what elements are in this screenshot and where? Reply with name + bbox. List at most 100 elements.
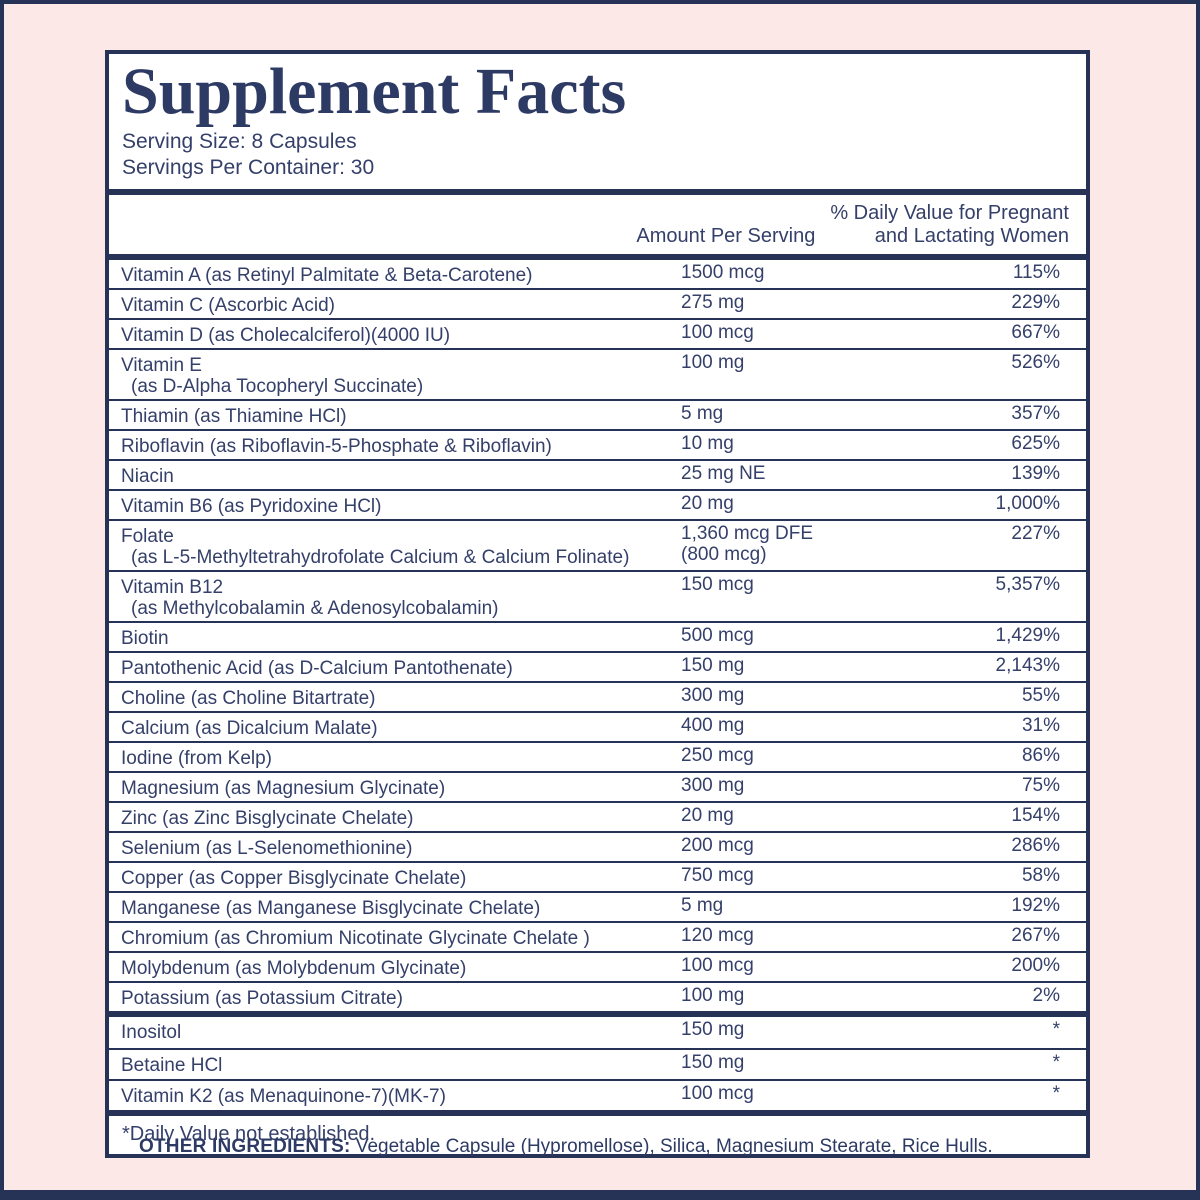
no-dv-rows: Inositol 150 mg * Betaine HCl 150 mg * Vitamin…: [109, 1011, 1086, 1110]
nutrient-rows: Vitamin A (as Retinyl Palmitate & Beta-C…: [109, 254, 1086, 1011]
table-row: Vitamin E (as D-Alpha Tocopheryl Succinat…: [109, 348, 1086, 399]
amount-value: 750 mcg: [681, 865, 754, 887]
table-row: Choline (as Choline Bitartrate) 300 mg 55%: [109, 681, 1086, 711]
amount-value: 250 mcg: [681, 745, 754, 767]
daily-value: 667%: [1011, 322, 1060, 344]
table-row: Inositol 150 mg *: [109, 1017, 1086, 1048]
amount-value: 300 mg: [681, 775, 745, 797]
daily-value: 1,429%: [995, 625, 1060, 647]
servings-per-container: Servings Per Container: 30: [122, 156, 375, 180]
amount-value: 1,360 mcg DFE (800 mcg): [681, 523, 813, 566]
amount-value: 400 mg: [681, 715, 745, 737]
dv-column-header-line2: and Lactating Women: [874, 225, 1069, 248]
daily-value: 192%: [1011, 895, 1060, 917]
amount-value: 150 mcg: [681, 574, 754, 596]
daily-value: 55%: [1021, 685, 1060, 707]
other-ingredients: OTHER INGREDIENTS: Vegetable Capsule (Hy…: [139, 1135, 1149, 1159]
table-row: Vitamin B12 (as Methylcobalamin & Adenosy…: [109, 570, 1086, 621]
nutrient-name: Calcium (as Dicalcium Malate): [121, 718, 378, 740]
amount-value: 100 mcg: [681, 955, 754, 977]
table-row: Potassium (as Potassium Citrate) 100 mg 2%: [109, 981, 1086, 1011]
supplement-facts-panel: Supplement Facts Serving Size: 8 Capsule…: [105, 50, 1090, 1159]
amount-value: 25 mg NE: [681, 463, 766, 485]
table-row: Thiamin (as Thiamine HCl) 5 mg 357%: [109, 399, 1086, 429]
nutrient-name: Vitamin B6 (as Pyridoxine HCl): [121, 496, 382, 518]
table-row: Folate (as L-5-Methyltetrahydrofolate Cal…: [109, 519, 1086, 570]
table-row: Vitamin A (as Retinyl Palmitate & Beta-C…: [109, 260, 1086, 288]
nutrient-name: Potassium (as Potassium Citrate): [121, 988, 403, 1010]
daily-value: 357%: [1011, 403, 1060, 425]
amount-value: 100 mcg: [681, 322, 754, 344]
nutrient-name: Vitamin K2 (as Menaquinone-7)(MK-7): [121, 1086, 446, 1108]
table-row: Vitamin K2 (as Menaquinone-7)(MK-7) 100 m…: [109, 1079, 1086, 1110]
daily-value: 75%: [1021, 775, 1060, 797]
table-row: Niacin 25 mg NE 139%: [109, 459, 1086, 489]
nutrient-name: Copper (as Copper Bisglycinate Chelate): [121, 868, 467, 890]
nutrient-name: Chromium (as Chromium Nicotinate Glycina…: [121, 928, 590, 950]
panel-title: Supplement Facts: [122, 55, 627, 128]
nutrient-name: Vitamin B12 (as Methylcobalamin & Adenosy…: [121, 577, 499, 620]
table-row: Vitamin D (as Cholecalciferol)(4000 IU) 1…: [109, 318, 1086, 348]
amount-value: 20 mg: [681, 493, 734, 515]
amount-value: 275 mg: [681, 292, 745, 314]
table-row: Manganese (as Manganese Bisglycinate Che…: [109, 891, 1086, 921]
amount-value: 150 mg: [681, 1052, 745, 1074]
daily-value: 286%: [1011, 835, 1060, 857]
nutrient-name: Magnesium (as Magnesium Glycinate): [121, 778, 446, 800]
title-section: Supplement Facts Serving Size: 8 Capsule…: [109, 54, 1086, 189]
table-row: Riboflavin (as Riboflavin-5-Phosphate & …: [109, 429, 1086, 459]
table-row: Vitamin C (Ascorbic Acid) 275 mg 229%: [109, 288, 1086, 318]
amount-column-header: Amount Per Serving: [636, 225, 816, 248]
nutrient-name: Riboflavin (as Riboflavin-5-Phosphate & …: [121, 436, 552, 458]
table-row: Copper (as Copper Bisglycinate Chelate) 7…: [109, 861, 1086, 891]
amount-value: 150 mg: [681, 1019, 745, 1041]
daily-value: 200%: [1011, 955, 1060, 977]
table-row: Selenium (as L-Selenomethionine) 200 mcg 2…: [109, 831, 1086, 861]
amount-value: 1500 mcg: [681, 262, 765, 284]
dv-column-header-line1: % Daily Value for Pregnant: [830, 202, 1069, 225]
daily-value: 139%: [1011, 463, 1060, 485]
daily-value: 31%: [1021, 715, 1060, 737]
daily-value: 625%: [1011, 433, 1060, 455]
nutrient-name: Inositol: [121, 1022, 182, 1044]
nutrient-name: Niacin: [121, 466, 174, 488]
nutrient-name: Folate (as L-5-Methyltetrahydrofolate Cal…: [121, 526, 630, 569]
table-row: Zinc (as Zinc Bisglycinate Chelate) 20 mg…: [109, 801, 1086, 831]
nutrient-name: Selenium (as L-Selenomethionine): [121, 838, 413, 860]
daily-value: 115%: [1012, 262, 1060, 284]
amount-value: 120 mcg: [681, 925, 754, 947]
daily-value: 2%: [1032, 985, 1060, 1007]
daily-value: *: [1052, 1052, 1060, 1074]
daily-value: 526%: [1011, 352, 1060, 374]
table-row: Magnesium (as Magnesium Glycinate) 300 mg…: [109, 771, 1086, 801]
nutrient-name: Vitamin D (as Cholecalciferol)(4000 IU): [121, 325, 451, 347]
table-row: Pantothenic Acid (as D-Calcium Pantothen…: [109, 651, 1086, 681]
nutrient-name: Betaine HCl: [121, 1055, 223, 1077]
amount-value: 100 mg: [681, 352, 745, 374]
amount-value: 100 mg: [681, 985, 745, 1007]
column-header-section: Amount Per Serving % Daily Value for Pre…: [109, 189, 1086, 254]
table-row: Molybdenum (as Molybdenum Glycinate) 100 …: [109, 951, 1086, 981]
amount-value: 20 mg: [681, 805, 734, 827]
nutrient-name: Molybdenum (as Molybdenum Glycinate): [121, 958, 467, 980]
table-row: Iodine (from Kelp) 250 mcg 86%: [109, 741, 1086, 771]
daily-value: *: [1052, 1083, 1060, 1105]
nutrient-name: Thiamin (as Thiamine HCl): [121, 406, 347, 428]
nutrient-name: Vitamin E (as D-Alpha Tocopheryl Succinat…: [121, 355, 424, 398]
daily-value: *: [1052, 1019, 1060, 1041]
amount-value: 10 mg: [681, 433, 734, 455]
amount-value: 200 mcg: [681, 835, 754, 857]
daily-value: 2,143%: [995, 655, 1060, 677]
dv-column-header: % Daily Value for Pregnant and Lactating…: [830, 202, 1069, 248]
nutrient-name: Manganese (as Manganese Bisglycinate Che…: [121, 898, 541, 920]
amount-value: 5 mg: [681, 895, 724, 917]
table-row: Calcium (as Dicalcium Malate) 400 mg 31%: [109, 711, 1086, 741]
nutrient-name: Choline (as Choline Bitartrate): [121, 688, 376, 710]
table-row: Biotin 500 mcg 1,429%: [109, 621, 1086, 651]
nutrient-name: Vitamin C (Ascorbic Acid): [121, 295, 335, 317]
serving-size: Serving Size: 8 Capsules: [122, 130, 357, 154]
amount-value: 5 mg: [681, 403, 724, 425]
daily-value: 267%: [1011, 925, 1060, 947]
nutrient-name: Vitamin A (as Retinyl Palmitate & Beta-C…: [121, 265, 533, 287]
